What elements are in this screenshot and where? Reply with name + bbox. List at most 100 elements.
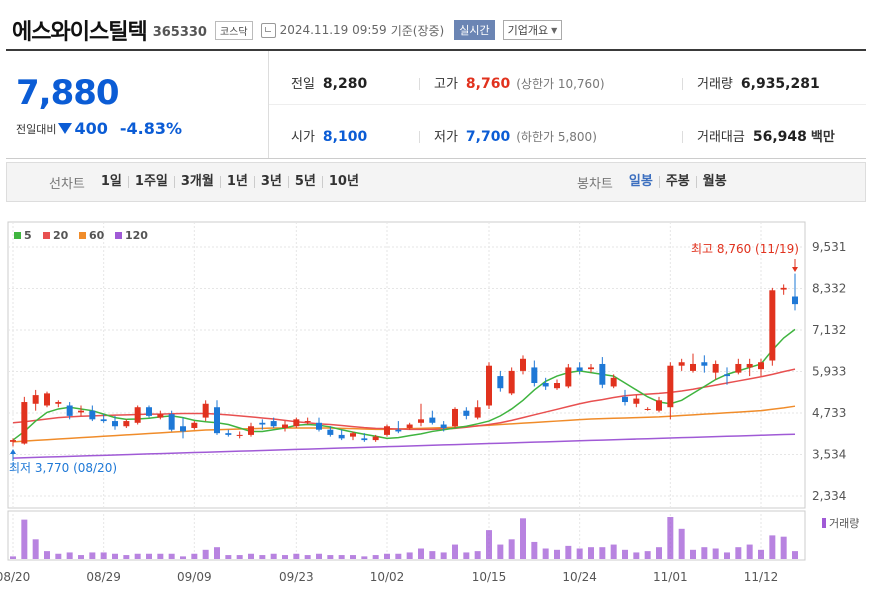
volume-bar: [531, 541, 538, 559]
tab-monthly[interactable]: 월봉: [695, 175, 733, 188]
stock-code: 365330: [152, 24, 207, 40]
candle-body: [225, 433, 232, 435]
volume-bar: [486, 530, 492, 559]
company-info-label: 기업개요: [507, 24, 549, 37]
x-tick-label: 09/23: [279, 570, 314, 584]
x-tick-label: 10/24: [562, 570, 597, 584]
candle-body: [735, 363, 742, 373]
tab-weekly[interactable]: 주봉: [658, 175, 696, 188]
price-plot-frame: [7, 221, 806, 509]
candle-body: [746, 363, 753, 368]
volume-bar: [395, 553, 402, 559]
legend-swatch: [14, 232, 21, 239]
candle-body: [236, 434, 243, 436]
x-tick-label: 10/02: [370, 570, 405, 584]
candle-body: [214, 407, 220, 434]
y-tick-label: 3,534: [812, 447, 846, 461]
candle-body: [32, 395, 39, 404]
volume-bar: [180, 556, 186, 559]
volume-bar: [225, 555, 232, 559]
volume-bar: [372, 555, 379, 559]
prev-close-label: 전일: [291, 77, 315, 92]
header-divider: [6, 49, 866, 51]
x-tick-label: 11/01: [653, 570, 688, 584]
ma20-line: [12, 368, 796, 431]
volume-bar: [248, 553, 254, 559]
candle-body: [565, 367, 572, 387]
volume-bar: [44, 551, 50, 559]
tab-1w[interactable]: 1주일: [127, 175, 174, 188]
price-chart: 9,531 8,332 7,132 5,933 4,733 3,534 2,334 08/20…: [0, 221, 859, 584]
candle-body: [690, 363, 696, 371]
candle-body: [21, 402, 28, 444]
prev-close-value: 8,280: [322, 76, 368, 92]
volume-bar: [361, 556, 368, 559]
ma5-line: [12, 328, 796, 441]
volume-bar: [146, 553, 152, 559]
tab-3m[interactable]: 3개월: [173, 175, 220, 188]
tab-1y[interactable]: 1년: [219, 175, 254, 188]
candle-body: [622, 396, 628, 403]
legend-swatch: [43, 232, 50, 239]
change-percent: -4.83%: [119, 119, 183, 138]
candle-body: [259, 422, 266, 425]
volume-bar: [622, 549, 628, 559]
candle-body: [508, 370, 515, 394]
candle-body: [588, 367, 594, 370]
cell-divider: [419, 78, 420, 90]
volume-bar: [350, 555, 356, 559]
lower-limit: (하한가 5,800): [516, 130, 597, 144]
volume-bar: [712, 548, 719, 559]
quote-grid: 전일 8,280 고가 8,760 (상한가 10,760) 거래량 6,935…: [269, 51, 866, 158]
candle-body: [361, 438, 368, 441]
tab-daily[interactable]: 일봉: [628, 174, 653, 189]
x-tick-label: 10/15: [472, 570, 507, 584]
tab-5y[interactable]: 5년: [287, 175, 322, 188]
low-cell: 저가 7,700 (하한가 5,800): [434, 126, 597, 145]
amount-cell: 거래대금 56,948 백만: [697, 126, 835, 145]
volume-bar: [112, 553, 118, 559]
volume-bar: [792, 551, 798, 559]
candle-body: [282, 424, 288, 428]
candle-body: [202, 403, 209, 418]
volume-bar: [66, 552, 73, 559]
open-cell: 시가 8,100: [291, 126, 367, 145]
candle-body: [542, 383, 549, 387]
candle-body: [758, 362, 764, 370]
candle-body: [157, 414, 164, 418]
y-tick-label: 5,933: [812, 364, 846, 378]
legend-label: 5: [24, 229, 32, 242]
price-summary: 7,880 전일대비 400 -4.83%: [6, 51, 269, 158]
volume-bar: [452, 544, 458, 559]
ma120-line: [12, 433, 796, 459]
legend-swatch: [115, 232, 122, 239]
min-annotation: 최저 3,770 (08/20): [9, 461, 117, 475]
volume-bar: [678, 528, 685, 559]
volume-bar: [497, 544, 504, 559]
stock-header: 에스와이스틸텍 365330 코스닥 2024.11.19 09:59 기준(장…: [12, 14, 563, 46]
stock-name: 에스와이스틸텍: [12, 20, 148, 45]
volume-bar: [134, 553, 141, 559]
quote-datetime: 2024.11.19 09:59: [279, 23, 387, 37]
max-arrow-head: [792, 267, 798, 272]
realtime-button[interactable]: 실시간: [454, 20, 495, 40]
cell-divider: [682, 131, 683, 143]
volume-bar: [32, 539, 39, 559]
tab-1d[interactable]: 1일: [100, 174, 122, 189]
low-value: 7,700: [465, 129, 511, 145]
legend-label: 60: [89, 229, 105, 242]
legend-label: 20: [53, 229, 69, 242]
company-info-button[interactable]: 기업개요 ▼: [502, 20, 563, 40]
candle-body: [463, 410, 470, 416]
volume-bar: [21, 519, 28, 559]
volume-value: 6,935,281: [740, 76, 820, 92]
y-tick-label: 7,132: [812, 323, 846, 337]
tab-3y[interactable]: 3년: [253, 175, 288, 188]
candle-body: [599, 363, 606, 385]
candle-body: [395, 429, 402, 432]
tab-10y[interactable]: 10년: [321, 175, 365, 188]
candle-body: [576, 367, 583, 371]
amount-value: 56,948: [752, 129, 807, 145]
volume-bar: [542, 548, 549, 559]
volume-plot-frame: [7, 510, 806, 561]
